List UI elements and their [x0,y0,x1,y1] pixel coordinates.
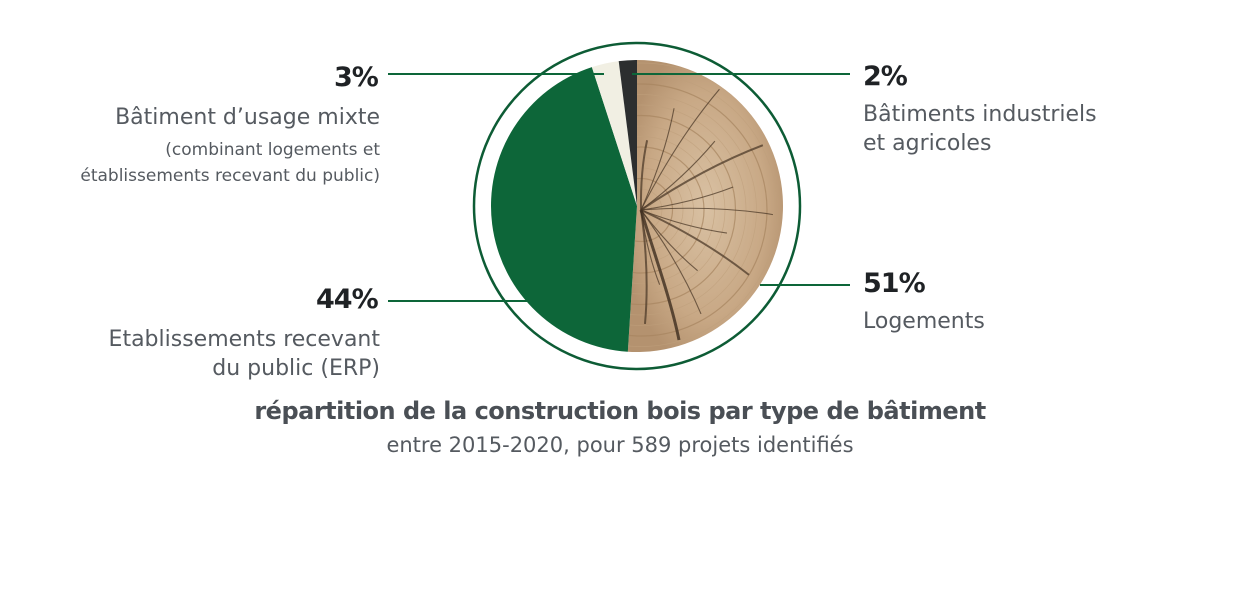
label-erp-line2: du public (ERP) [212,356,380,381]
label-erp-line1: Etablissements recevant [108,327,380,352]
label-industriels-line1: Bâtiments industriels [863,102,1097,127]
label-logements-line1: Logements [863,309,985,334]
slice-erp [491,67,637,352]
slice-logements [627,60,784,352]
slice-mixte [591,61,637,207]
label-industriels: Bâtiments industriels et agricoles [863,100,1183,158]
label-erp: Etablissements recevant du public (ERP) [20,325,380,383]
chart-title: répartition de la construction bois par … [254,397,986,425]
wood-texture [627,62,784,352]
value-label-logements: 51% [863,268,926,299]
chart-subtitle: entre 2015-2020, pour 589 projets identi… [386,433,854,457]
value-label-industriels: 2% [863,61,908,92]
label-logements: Logements [863,307,1163,336]
slice-industriels [618,60,637,206]
label-mixte-detail: (combinant logements et établissements r… [0,137,380,189]
pie-outer-ring [472,41,802,371]
label-mixte-line2: (combinant logements et [165,140,380,160]
label-industriels-line2: et agricoles [863,131,992,156]
label-mixte: Bâtiment d’usage mixte [0,103,380,132]
label-mixte-line1: Bâtiment d’usage mixte [115,105,380,130]
value-label-mixte: 3% [334,62,379,93]
label-mixte-line3: établissements recevant du public) [80,166,380,186]
value-label-erp: 44% [316,284,379,315]
